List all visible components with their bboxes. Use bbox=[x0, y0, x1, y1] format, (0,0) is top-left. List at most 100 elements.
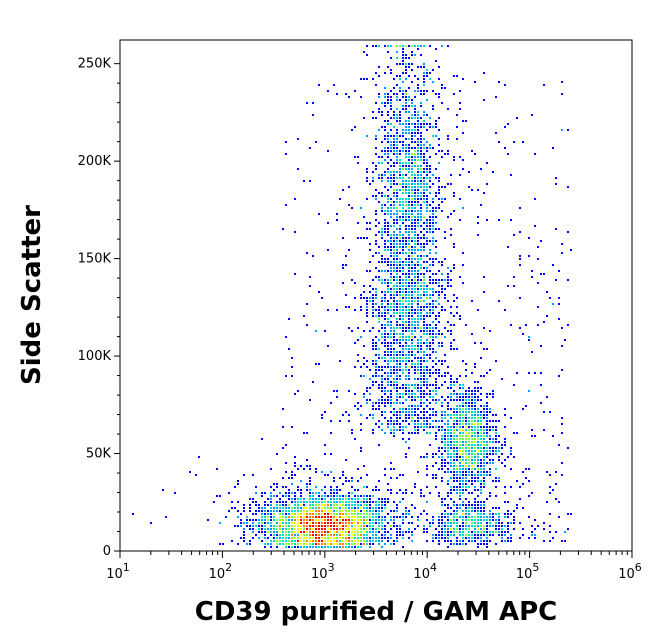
event-dot bbox=[444, 327, 446, 329]
event-dot bbox=[408, 309, 410, 311]
event-dot bbox=[393, 234, 395, 236]
event-dot bbox=[405, 408, 407, 410]
event-dot bbox=[261, 531, 263, 533]
event-dot bbox=[396, 492, 398, 494]
event-dot bbox=[543, 84, 545, 86]
event-dot bbox=[399, 414, 401, 416]
event-dot bbox=[309, 495, 311, 497]
event-dot bbox=[429, 192, 431, 194]
event-dot bbox=[405, 366, 407, 368]
event-dot bbox=[501, 534, 503, 536]
event-dot bbox=[432, 273, 434, 275]
event-dot bbox=[348, 531, 350, 533]
event-dot bbox=[384, 135, 386, 137]
event-dot bbox=[444, 462, 446, 464]
event-dot bbox=[417, 219, 419, 221]
event-dot bbox=[339, 507, 341, 509]
event-dot bbox=[240, 525, 242, 527]
event-dot bbox=[486, 162, 488, 164]
event-dot bbox=[390, 240, 392, 242]
event-dot bbox=[270, 498, 272, 500]
event-dot bbox=[450, 396, 452, 398]
event-dot bbox=[561, 129, 563, 131]
event-dot bbox=[375, 213, 377, 215]
event-dot bbox=[363, 393, 365, 395]
event-dot bbox=[261, 528, 263, 530]
event-dot bbox=[477, 522, 479, 524]
event-dot bbox=[402, 90, 404, 92]
event-dot bbox=[408, 432, 410, 434]
event-dot bbox=[459, 471, 461, 473]
event-dot bbox=[297, 519, 299, 521]
event-dot bbox=[417, 342, 419, 344]
event-dot bbox=[285, 543, 287, 545]
event-dot bbox=[441, 405, 443, 407]
event-dot bbox=[420, 93, 422, 95]
event-dot bbox=[372, 195, 374, 197]
event-dot bbox=[438, 399, 440, 401]
event-dot bbox=[282, 528, 284, 530]
event-dot bbox=[345, 93, 347, 95]
event-dot bbox=[411, 516, 413, 518]
event-dot bbox=[372, 339, 374, 341]
event-dot bbox=[378, 96, 380, 98]
event-dot bbox=[390, 288, 392, 290]
event-dot bbox=[450, 429, 452, 431]
event-dot bbox=[465, 375, 467, 377]
event-dot bbox=[462, 423, 464, 425]
event-dot bbox=[411, 339, 413, 341]
event-dot bbox=[408, 354, 410, 356]
event-dot bbox=[546, 471, 548, 473]
event-dot bbox=[399, 75, 401, 77]
event-dot bbox=[483, 528, 485, 530]
event-dot bbox=[420, 282, 422, 284]
event-dot bbox=[399, 393, 401, 395]
event-dot bbox=[519, 258, 521, 260]
event-dot bbox=[432, 69, 434, 71]
event-dot bbox=[402, 345, 404, 347]
event-dot bbox=[453, 192, 455, 194]
event-dot bbox=[309, 399, 311, 401]
event-dot bbox=[393, 384, 395, 386]
event-dot bbox=[357, 537, 359, 539]
event-dot bbox=[390, 183, 392, 185]
event-dot bbox=[426, 171, 428, 173]
event-dot bbox=[429, 144, 431, 146]
event-dot bbox=[366, 222, 368, 224]
event-dot bbox=[435, 306, 437, 308]
event-dot bbox=[432, 183, 434, 185]
event-dot bbox=[426, 237, 428, 239]
event-dot bbox=[399, 528, 401, 530]
event-dot bbox=[387, 420, 389, 422]
event-dot bbox=[417, 396, 419, 398]
event-dot bbox=[279, 498, 281, 500]
event-dot bbox=[432, 231, 434, 233]
event-dot bbox=[453, 390, 455, 392]
event-dot bbox=[384, 468, 386, 470]
event-dot bbox=[393, 540, 395, 542]
event-dot bbox=[390, 177, 392, 179]
event-dot bbox=[450, 306, 452, 308]
event-dot bbox=[348, 501, 350, 503]
event-dot bbox=[357, 543, 359, 545]
event-dot bbox=[417, 312, 419, 314]
event-dot bbox=[270, 468, 272, 470]
event-dot bbox=[447, 282, 449, 284]
event-dot bbox=[429, 303, 431, 305]
event-dot bbox=[420, 357, 422, 359]
event-dot bbox=[450, 234, 452, 236]
event-dot bbox=[408, 276, 410, 278]
event-dot bbox=[405, 261, 407, 263]
event-dot bbox=[441, 333, 443, 335]
event-dot bbox=[405, 63, 407, 65]
event-dot bbox=[405, 315, 407, 317]
event-dot bbox=[384, 525, 386, 527]
event-dot bbox=[330, 516, 332, 518]
event-dot bbox=[402, 408, 404, 410]
event-dot bbox=[417, 216, 419, 218]
event-dot bbox=[528, 255, 530, 257]
event-dot bbox=[465, 447, 467, 449]
event-dot bbox=[303, 315, 305, 317]
event-dot bbox=[405, 147, 407, 149]
event-dot bbox=[426, 222, 428, 224]
